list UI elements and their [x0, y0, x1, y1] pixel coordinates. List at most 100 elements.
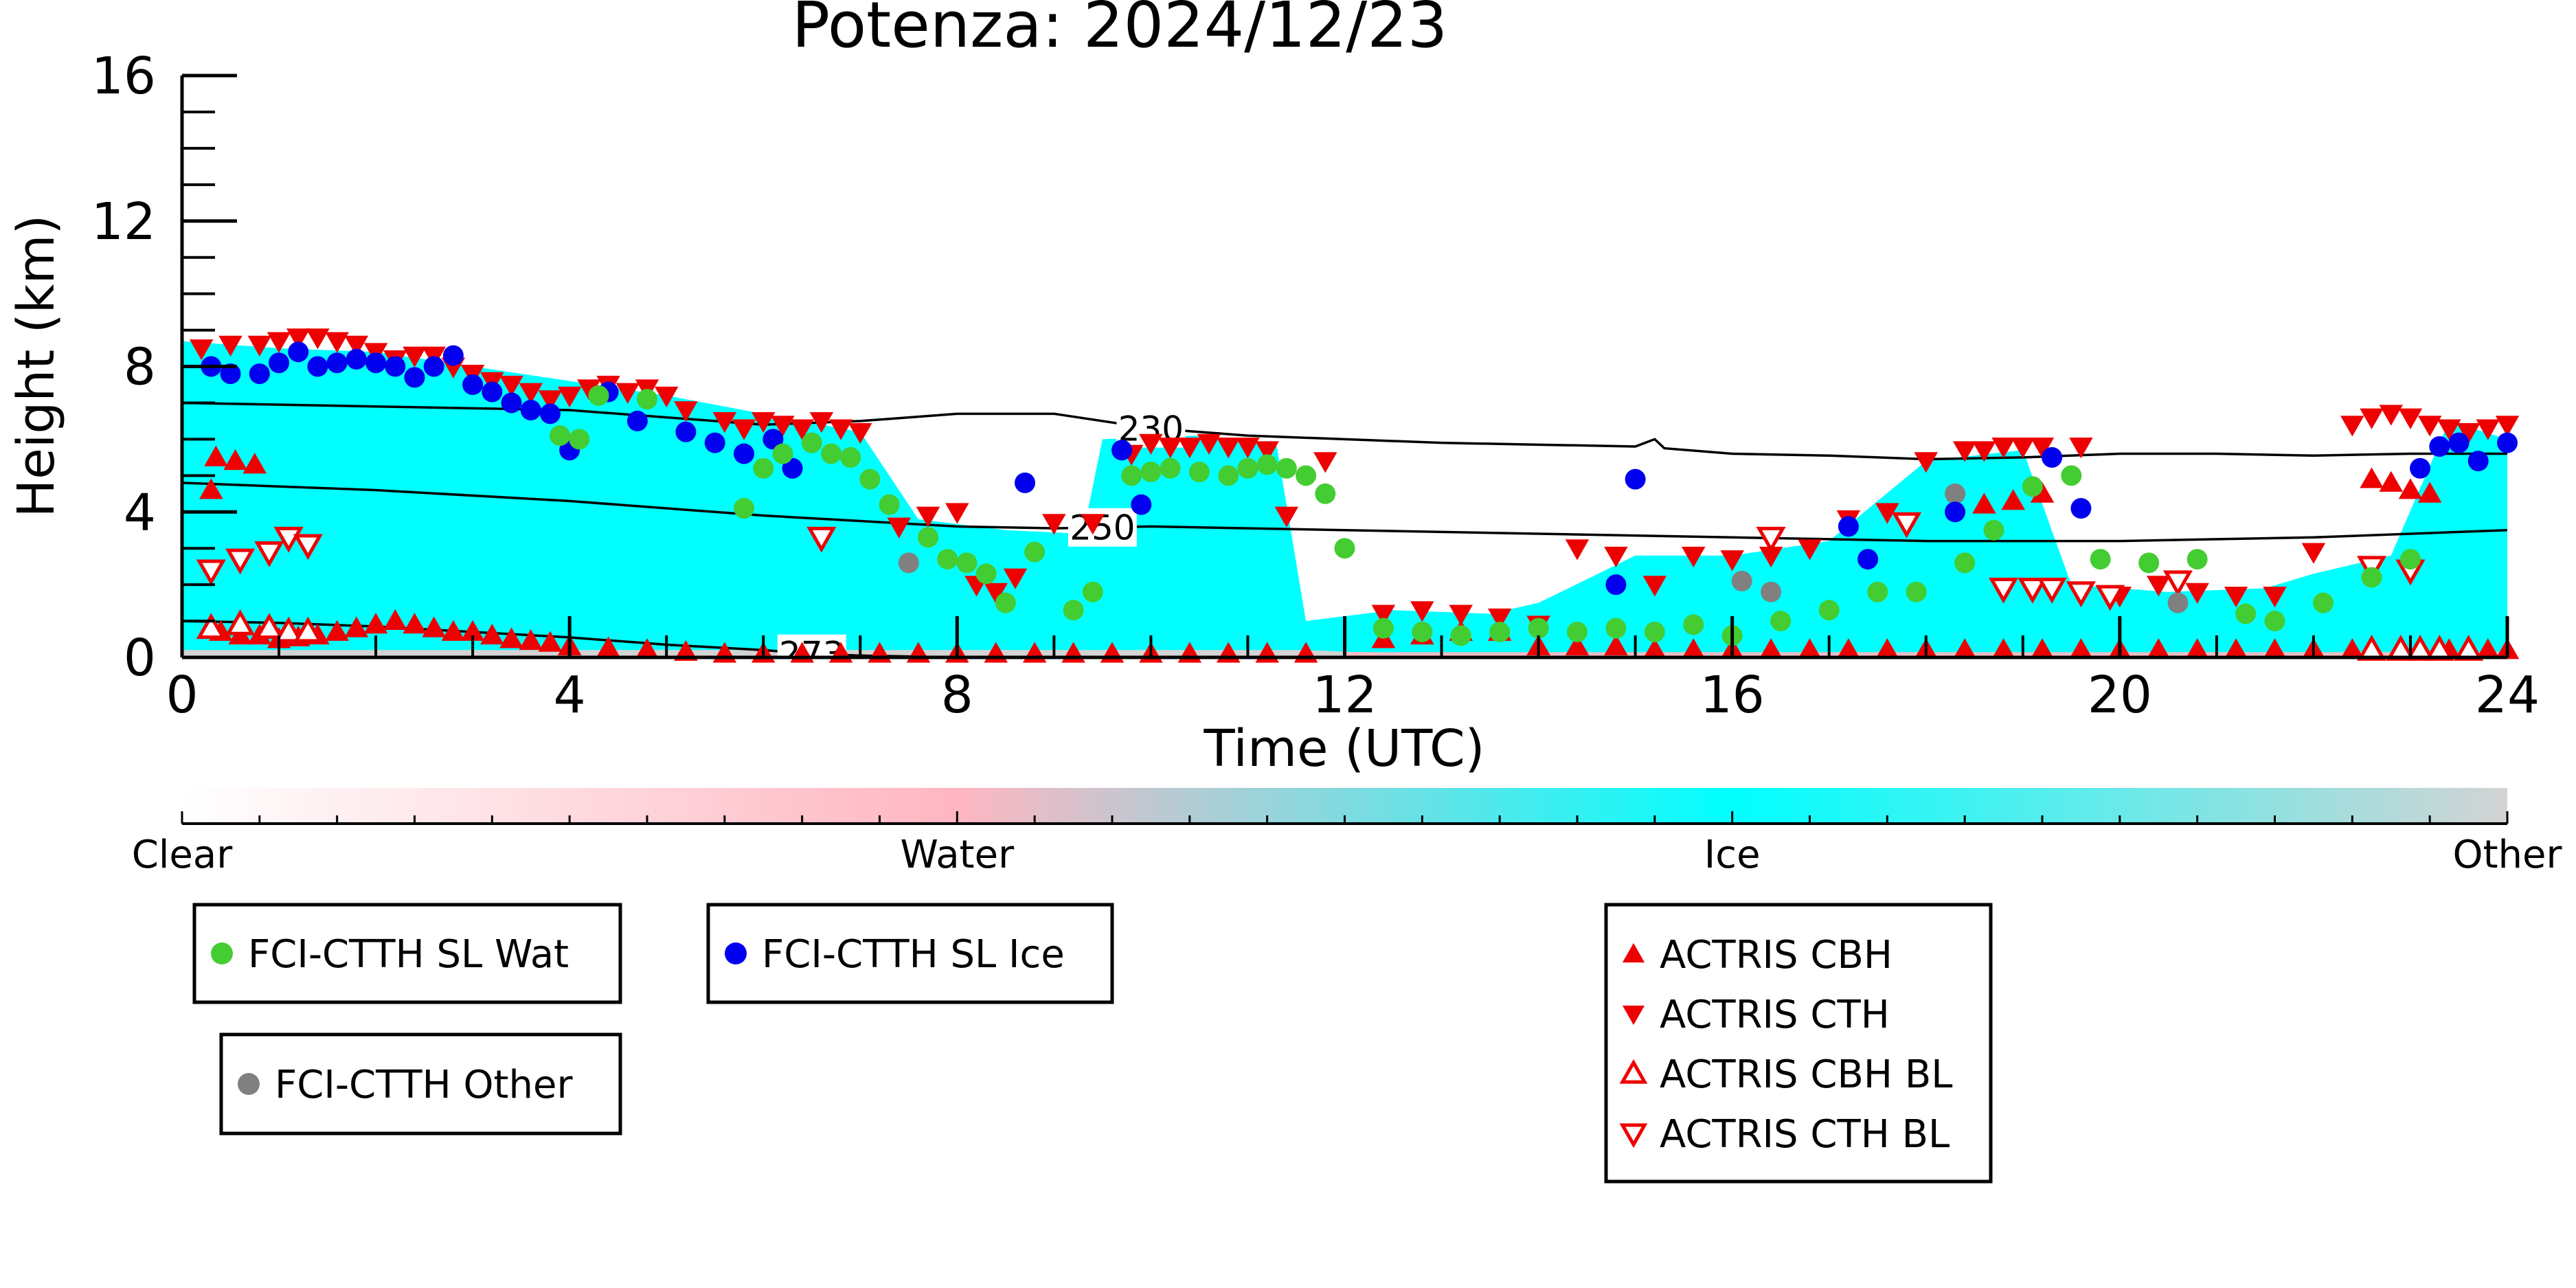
- colorbar-label-clear: Clear: [132, 833, 233, 877]
- data-point: [499, 376, 523, 397]
- y-tick-label: 8: [124, 338, 156, 397]
- x-axis-label: Time (UTC): [1203, 719, 1484, 778]
- data-point: [1875, 503, 1899, 524]
- data-point: [1891, 512, 1922, 539]
- data-point: [2185, 638, 2209, 659]
- series-actris-cth-bl: [196, 512, 2426, 611]
- data-point: [2456, 422, 2481, 444]
- data-point: [2379, 471, 2403, 492]
- data-point: [1914, 452, 1938, 473]
- data-point: [1449, 605, 1473, 626]
- data-point: [325, 620, 349, 641]
- data-point: [1450, 625, 1471, 646]
- data-point: [1334, 538, 1355, 559]
- data-point: [442, 345, 464, 366]
- y-tick-label: 16: [91, 47, 156, 106]
- y-axis-label: Height (km): [7, 215, 66, 518]
- legend-label: ACTRIS CTH: [1660, 993, 1890, 1037]
- data-point: [1197, 433, 1221, 455]
- data-point: [704, 432, 725, 453]
- data-point: [1528, 618, 1549, 639]
- data-point: [1158, 438, 1182, 459]
- data-point: [1945, 501, 1966, 523]
- data-point: [1217, 438, 1241, 459]
- data-point: [2235, 603, 2257, 624]
- legend-marker: [1619, 1059, 1648, 1084]
- data-point: [975, 563, 997, 585]
- data-point: [403, 613, 427, 634]
- data-point: [615, 383, 640, 404]
- data-point: [2410, 457, 2431, 479]
- data-point: [2022, 476, 2043, 497]
- data-point: [596, 636, 620, 657]
- axis-ticks: 0 4 8 12 16 20 24 0 4 8 12 16: [91, 47, 2540, 725]
- data-point: [363, 613, 388, 634]
- data-point: [1565, 634, 1590, 656]
- y-tick-label: 0: [124, 629, 156, 688]
- data-point: [2187, 549, 2208, 570]
- data-point: [2398, 478, 2423, 499]
- data-point: [2030, 638, 2055, 659]
- data-point: [956, 552, 978, 574]
- legend-label: FCI-CTTH SL Wat: [248, 932, 569, 977]
- legend-frame: [192, 903, 622, 1004]
- data-point: [223, 449, 247, 471]
- data-point: [1770, 611, 1792, 632]
- data-point: [196, 613, 226, 640]
- data-point: [482, 381, 503, 403]
- data-point: [984, 583, 1008, 604]
- data-point: [1818, 600, 1840, 621]
- data-point: [1410, 601, 1434, 622]
- data-point: [828, 419, 853, 440]
- data-point: [346, 348, 367, 370]
- legend-box: FCI-CTTH SL Ice: [706, 903, 1114, 1004]
- data-point: [273, 526, 304, 553]
- data-point: [995, 592, 1016, 613]
- data-point: [2340, 416, 2364, 437]
- data-point: [1989, 577, 2019, 604]
- data-point: [2138, 552, 2160, 574]
- data-point: [2042, 447, 2063, 468]
- data-point: [1972, 493, 1996, 514]
- data-point: [2070, 497, 2092, 519]
- data-point: [848, 422, 872, 444]
- data-point: [1761, 581, 1782, 602]
- data-point: [288, 341, 309, 363]
- data-point: [480, 623, 504, 645]
- data-point: [385, 356, 406, 377]
- data-point: [945, 503, 969, 524]
- data-point: [626, 410, 648, 431]
- data-point: [1991, 438, 2015, 459]
- data-point: [344, 335, 369, 357]
- colorbar-ticks: Clear Water Ice Other: [132, 811, 2562, 877]
- data-point: [218, 335, 242, 357]
- legend-marker: [1619, 1123, 1648, 1149]
- data-point: [1642, 576, 1667, 597]
- data-point: [1236, 438, 1260, 459]
- data-point: [2399, 549, 2421, 570]
- data-point: [1237, 457, 1258, 479]
- x-tick-label: 20: [2088, 666, 2152, 725]
- data-point: [637, 389, 657, 410]
- data-point: [2476, 419, 2500, 440]
- data-point: [225, 609, 256, 635]
- data-point: [1906, 581, 1927, 602]
- legend-frame: [219, 1032, 622, 1136]
- data-point: [1867, 581, 1888, 602]
- legend-box: FCI-CTTH Other: [219, 1032, 622, 1136]
- data-point: [1218, 465, 1239, 486]
- legend-label: ACTRIS CBH BL: [1660, 1052, 1952, 1097]
- data-point: [801, 432, 822, 453]
- data-point: [588, 385, 609, 406]
- data-point: [840, 447, 861, 468]
- data-point: [1682, 638, 1706, 659]
- data-point: [286, 328, 310, 350]
- data-point: [820, 443, 841, 464]
- data-point: [772, 443, 793, 464]
- data-point: [1255, 441, 1279, 462]
- data-point: [1625, 468, 1646, 490]
- data-point: [2495, 416, 2520, 437]
- data-point: [732, 419, 756, 440]
- data-point: [1313, 452, 1337, 473]
- data-point: [1177, 438, 1202, 459]
